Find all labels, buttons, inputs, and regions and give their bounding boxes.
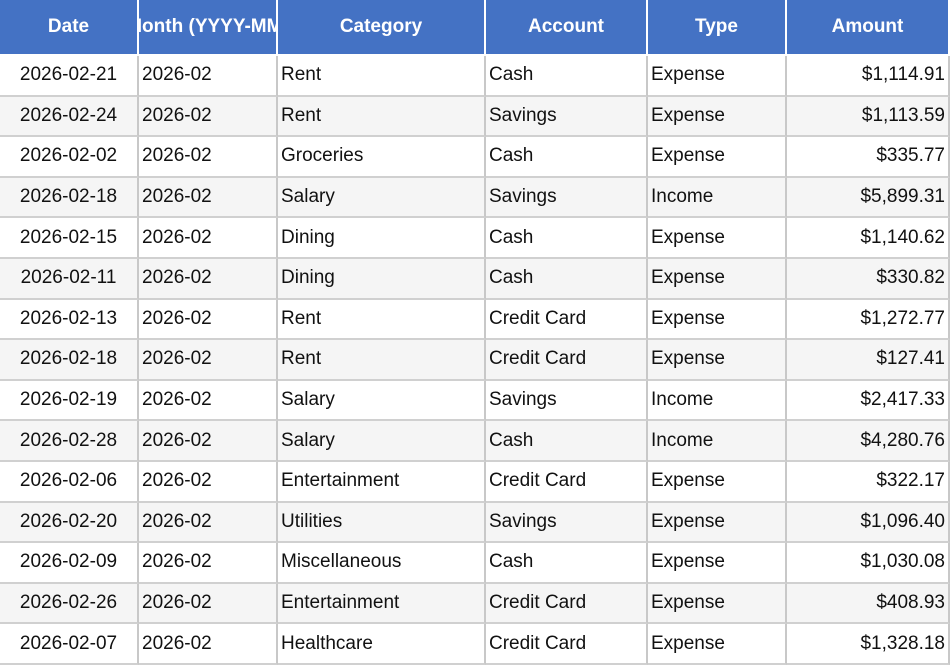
table-cell[interactable]: $5,899.31 [787,177,950,219]
table-cell[interactable]: Expense [648,502,787,544]
table-cell[interactable]: 2026-02 [139,583,278,625]
table-cell[interactable]: $322.17 [787,462,950,503]
table-cell[interactable]: 2026-02 [139,421,278,462]
table-cell[interactable]: Expense [648,624,787,665]
table-cell[interactable]: $1,113.59 [787,96,950,138]
table-cell[interactable]: Expense [648,583,787,625]
table-cell[interactable]: 2026-02-21 [0,56,139,97]
table-cell[interactable]: Expense [648,462,787,503]
table-cell[interactable]: Expense [648,340,787,381]
table-cell[interactable]: Rent [278,56,486,97]
table-cell[interactable]: $2,417.33 [787,380,950,422]
table-cell[interactable]: Cash [486,259,648,300]
table-cell[interactable]: 2026-02-07 [0,624,139,665]
table-cell[interactable]: $1,272.77 [787,299,950,341]
table-cell[interactable]: $127.41 [787,340,950,381]
table-cell[interactable]: 2026-02 [139,340,278,381]
table-cell[interactable]: 2026-02-24 [0,96,139,138]
table-cell[interactable]: 2026-02-15 [0,218,139,259]
table-cell[interactable]: Credit Card [486,299,648,341]
table-cell[interactable]: $1,140.62 [787,218,950,259]
table-cell[interactable]: Salary [278,177,486,219]
table-cell[interactable]: Savings [486,96,648,138]
table-cell[interactable]: Dining [278,218,486,259]
table-cell[interactable]: Utilities [278,502,486,544]
table-cell[interactable]: 2026-02-13 [0,299,139,341]
table-cell[interactable]: 2026-02-18 [0,340,139,381]
table-cell[interactable]: $1,328.18 [787,624,950,665]
table-cell[interactable]: Rent [278,299,486,341]
table-cell[interactable]: Entertainment [278,462,486,503]
table-cell[interactable]: $1,030.08 [787,543,950,584]
table-cell[interactable]: Groceries [278,137,486,178]
table-cell[interactable]: Salary [278,421,486,462]
table-cell[interactable]: 2026-02 [139,624,278,665]
table-cell[interactable]: $1,096.40 [787,502,950,544]
column-header[interactable]: Type [648,0,787,56]
table-cell[interactable]: Rent [278,340,486,381]
table-cell[interactable]: Cash [486,421,648,462]
table-cell[interactable]: Cash [486,137,648,178]
table-cell[interactable]: 2026-02-19 [0,380,139,422]
table-cell[interactable]: 2026-02-18 [0,177,139,219]
table-cell[interactable]: 2026-02 [139,299,278,341]
table-cell[interactable]: 2026-02 [139,56,278,97]
table-cell[interactable]: Salary [278,380,486,422]
table-cell[interactable]: Rent [278,96,486,138]
table-cell[interactable]: 2026-02-26 [0,583,139,625]
table-cell[interactable]: $330.82 [787,259,950,300]
table-cell[interactable]: Income [648,177,787,219]
column-header[interactable]: Month (YYYY-MM) [139,0,278,56]
table-cell[interactable]: $4,280.76 [787,421,950,462]
table-cell[interactable]: 2026-02-06 [0,462,139,503]
table-cell[interactable]: Savings [486,502,648,544]
table-cell[interactable]: 2026-02 [139,502,278,544]
table-cell[interactable]: Income [648,421,787,462]
table-cell[interactable]: 2026-02-11 [0,259,139,300]
table-cell[interactable]: Cash [486,56,648,97]
column-header[interactable]: Account [486,0,648,56]
table-cell[interactable]: Savings [486,177,648,219]
table-cell[interactable]: 2026-02 [139,259,278,300]
table-cell[interactable]: Expense [648,137,787,178]
table-cell[interactable]: Expense [648,543,787,584]
table-cell[interactable]: 2026-02 [139,380,278,422]
column-header[interactable]: Category [278,0,486,56]
table-cell[interactable]: Expense [648,218,787,259]
column-header[interactable]: Amount [787,0,950,56]
table-cell[interactable]: $335.77 [787,137,950,178]
table-cell[interactable]: Credit Card [486,462,648,503]
table-cell[interactable]: Expense [648,259,787,300]
table-cell[interactable]: 2026-02-20 [0,502,139,544]
table-cell[interactable]: Cash [486,543,648,584]
table-cell[interactable]: Expense [648,96,787,138]
table-cell[interactable]: Dining [278,259,486,300]
table-cell[interactable]: Income [648,380,787,422]
table-cell[interactable]: Entertainment [278,583,486,625]
table-cell[interactable]: 2026-02 [139,137,278,178]
table-cell[interactable]: Savings [486,380,648,422]
table-cell[interactable]: Expense [648,56,787,97]
table-cell[interactable]: 2026-02 [139,543,278,584]
table-cell[interactable]: Credit Card [486,583,648,625]
column-header[interactable]: Date [0,0,139,56]
table-cell[interactable]: Miscellaneous [278,543,486,584]
table-cell[interactable]: Expense [648,299,787,341]
table-cell[interactable]: 2026-02-28 [0,421,139,462]
table-cell[interactable]: Cash [486,218,648,259]
table-cell[interactable]: 2026-02 [139,462,278,503]
table-cell[interactable]: 2026-02-09 [0,543,139,584]
table-cell[interactable]: Credit Card [486,340,648,381]
table-cell[interactable]: $1,114.91 [787,56,950,97]
table-cell[interactable]: $408.93 [787,583,950,625]
table-cell[interactable]: Credit Card [486,624,648,665]
table-cell[interactable]: 2026-02 [139,218,278,259]
table-cell[interactable]: 2026-02-02 [0,137,139,178]
table-cell[interactable]: Healthcare [278,624,486,665]
table-cell[interactable]: 2026-02 [139,177,278,219]
table-cell[interactable]: 2026-02 [139,96,278,138]
